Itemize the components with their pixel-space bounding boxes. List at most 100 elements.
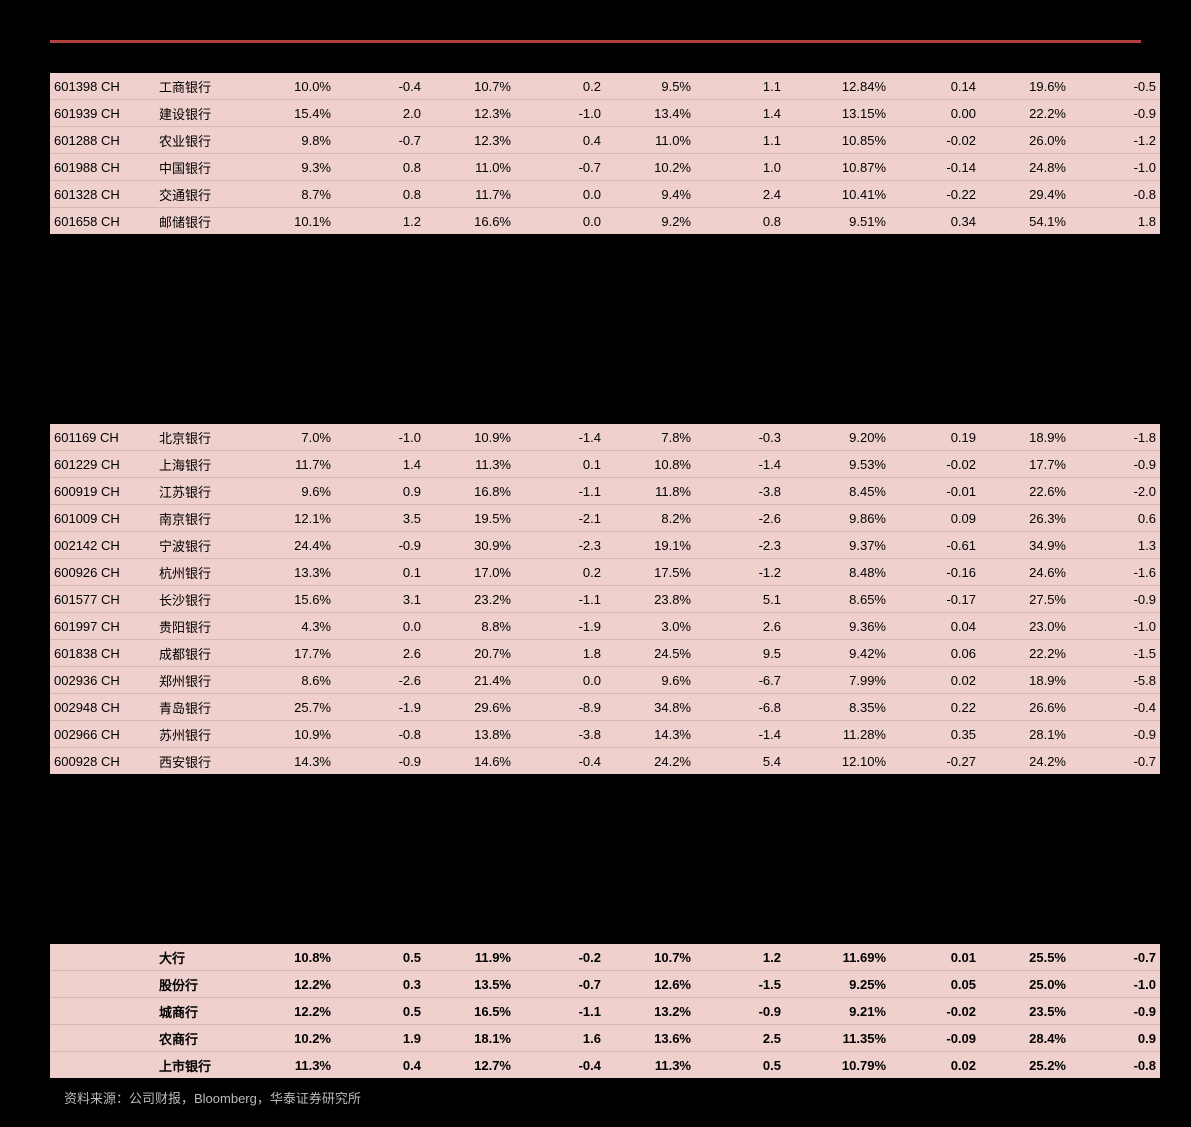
- metric-cell: 17.5%: [605, 559, 695, 586]
- metric-cell: 0.5: [695, 1052, 785, 1079]
- metric-cell: -0.61: [890, 532, 980, 559]
- metric-cell: 10.2%: [605, 154, 695, 181]
- metric-cell: 10.41%: [785, 181, 890, 208]
- metric-cell: 0.8: [335, 181, 425, 208]
- metric-cell: -1.9: [515, 613, 605, 640]
- metric-cell: 9.2%: [605, 208, 695, 235]
- metric-cell: 22.6%: [980, 478, 1070, 505]
- table-row: 600928 CH西安银行14.3%-0.914.6%-0.424.2%5.41…: [50, 748, 1160, 775]
- metric-cell: 10.7%: [425, 73, 515, 100]
- metric-cell: 8.7%: [245, 181, 335, 208]
- metric-cell: 0.4: [515, 127, 605, 154]
- metric-cell: 0.06: [890, 640, 980, 667]
- stock-name: 中国银行: [155, 154, 245, 181]
- stock-name: 交通银行: [155, 181, 245, 208]
- metric-cell: -0.7: [515, 154, 605, 181]
- table-row: 601398 CH工商银行10.0%-0.410.7%0.29.5%1.112.…: [50, 73, 1160, 100]
- metric-cell: 0.9: [335, 478, 425, 505]
- stock-code: 601229 CH: [50, 451, 155, 478]
- metric-cell: 1.0: [695, 154, 785, 181]
- table-row: 601288 CH农业银行9.8%-0.712.3%0.411.0%1.110.…: [50, 127, 1160, 154]
- metric-cell: 0.8: [695, 208, 785, 235]
- metric-cell: 16.6%: [425, 208, 515, 235]
- metric-cell: 0.2: [515, 73, 605, 100]
- metric-cell: 24.4%: [245, 532, 335, 559]
- metric-cell: -1.0: [515, 100, 605, 127]
- metric-cell: 10.0%: [245, 73, 335, 100]
- metric-cell: 9.5%: [605, 73, 695, 100]
- metric-cell: 0.02: [890, 667, 980, 694]
- metric-cell: -2.6: [695, 505, 785, 532]
- stock-name: 邮储银行: [155, 208, 245, 235]
- stock-name: 杭州银行: [155, 559, 245, 586]
- metric-cell: 13.8%: [425, 721, 515, 748]
- stock-code: 600928 CH: [50, 748, 155, 775]
- metric-cell: -0.02: [890, 998, 980, 1025]
- metric-cell: 10.1%: [245, 208, 335, 235]
- metric-cell: 11.3%: [425, 451, 515, 478]
- metric-cell: 11.3%: [605, 1052, 695, 1079]
- metric-cell: 23.8%: [605, 586, 695, 613]
- metric-cell: 10.2%: [245, 1025, 335, 1052]
- metric-cell: 19.6%: [980, 73, 1070, 100]
- metric-cell: -0.5: [1070, 73, 1160, 100]
- metric-cell: 9.8%: [245, 127, 335, 154]
- metric-cell: 17.0%: [425, 559, 515, 586]
- metric-cell: 10.8%: [245, 944, 335, 971]
- metric-cell: 10.9%: [425, 424, 515, 451]
- metric-cell: 25.2%: [980, 1052, 1070, 1079]
- metric-cell: 18.9%: [980, 667, 1070, 694]
- metric-cell: 0.14: [890, 73, 980, 100]
- metric-cell: -0.9: [1070, 451, 1160, 478]
- table-row: 601658 CH邮储银行10.1%1.216.6%0.09.2%0.89.51…: [50, 208, 1160, 235]
- metric-cell: 1.2: [335, 208, 425, 235]
- metric-cell: 9.25%: [785, 971, 890, 998]
- metric-cell: 13.2%: [605, 998, 695, 1025]
- metric-cell: 17.7%: [980, 451, 1070, 478]
- metric-cell: 23.0%: [980, 613, 1070, 640]
- stock-name: 长沙银行: [155, 586, 245, 613]
- metric-cell: -0.9: [1070, 721, 1160, 748]
- metric-cell: -0.8: [1070, 1052, 1160, 1079]
- metric-cell: -1.8: [1070, 424, 1160, 451]
- metric-cell: -0.2: [515, 944, 605, 971]
- metric-cell: 0.02: [890, 1052, 980, 1079]
- stock-name: 北京银行: [155, 424, 245, 451]
- metric-cell: 19.1%: [605, 532, 695, 559]
- metric-cell: -0.4: [1070, 694, 1160, 721]
- metric-cell: 11.28%: [785, 721, 890, 748]
- metric-cell: 10.87%: [785, 154, 890, 181]
- metric-cell: 11.9%: [425, 944, 515, 971]
- metric-cell: 11.69%: [785, 944, 890, 971]
- metric-cell: 5.4: [695, 748, 785, 775]
- metric-cell: 3.5: [335, 505, 425, 532]
- table-row: 601988 CH中国银行9.3%0.811.0%-0.710.2%1.010.…: [50, 154, 1160, 181]
- metric-cell: 1.3: [1070, 532, 1160, 559]
- table-row: 上市银行11.3%0.412.7%-0.411.3%0.510.79%0.022…: [50, 1052, 1160, 1079]
- metric-cell: 8.8%: [425, 613, 515, 640]
- metric-cell: 21.4%: [425, 667, 515, 694]
- stock-code: 600926 CH: [50, 559, 155, 586]
- metric-cell: 12.2%: [245, 971, 335, 998]
- stock-code: 601988 CH: [50, 154, 155, 181]
- metric-cell: 24.5%: [605, 640, 695, 667]
- metric-cell: -0.7: [515, 971, 605, 998]
- metric-cell: -8.9: [515, 694, 605, 721]
- stock-name: 农业银行: [155, 127, 245, 154]
- metric-cell: 16.5%: [425, 998, 515, 1025]
- detail-section: 601169 CH北京银行7.0%-1.010.9%-1.47.8%-0.39.…: [50, 424, 1141, 774]
- metric-cell: -0.9: [695, 998, 785, 1025]
- metric-cell: 26.3%: [980, 505, 1070, 532]
- metric-cell: -0.01: [890, 478, 980, 505]
- metric-cell: -1.0: [335, 424, 425, 451]
- metric-cell: 0.5: [335, 944, 425, 971]
- source-note: 资料来源：公司财报，Bloomberg，华泰证券研究所: [50, 1088, 1141, 1107]
- metric-cell: 1.9: [335, 1025, 425, 1052]
- metric-cell: -0.3: [695, 424, 785, 451]
- stock-code: 601838 CH: [50, 640, 155, 667]
- metric-cell: 0.00: [890, 100, 980, 127]
- table-row: 601838 CH成都银行17.7%2.620.7%1.824.5%9.59.4…: [50, 640, 1160, 667]
- metric-cell: 0.0: [515, 667, 605, 694]
- metric-cell: -0.02: [890, 127, 980, 154]
- metric-cell: 11.8%: [605, 478, 695, 505]
